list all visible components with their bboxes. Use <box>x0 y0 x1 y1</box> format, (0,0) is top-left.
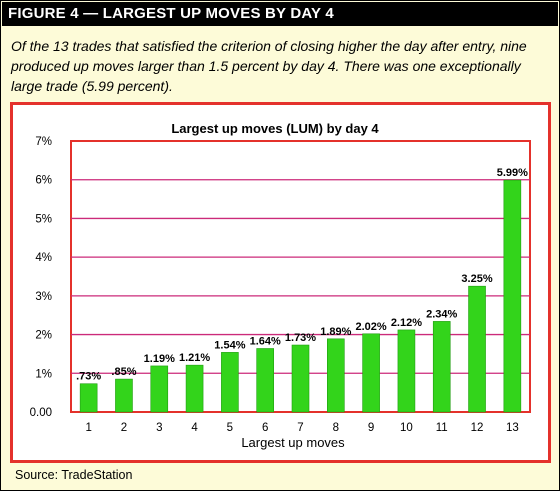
x-tick-label: 8 <box>333 422 339 434</box>
y-axis-ticks: 0.00 1% 2% 3% 4% 5% 6% 7% <box>30 136 52 419</box>
data-label: 1.73% <box>285 332 316 344</box>
bar <box>327 338 345 413</box>
y-tick-label: 2% <box>35 330 52 342</box>
x-tick-label: 3 <box>156 422 162 434</box>
data-label: .73% <box>76 371 101 383</box>
x-axis-label: Largest up moves <box>241 435 345 450</box>
y-tick-label: 0.00 <box>30 407 52 419</box>
bar <box>256 348 274 413</box>
figure-header: FIGURE 4 — LARGEST UP MOVES BY DAY 4 <box>2 2 558 26</box>
y-tick-label: 3% <box>35 291 52 303</box>
x-tick-label: 6 <box>262 422 268 434</box>
data-label: 2.12% <box>391 317 422 329</box>
data-label: 1.89% <box>320 326 351 338</box>
x-tick-label: 13 <box>506 422 519 434</box>
x-tick-label: 4 <box>191 422 198 434</box>
x-tick-label: 2 <box>121 422 127 434</box>
data-label: 5.99% <box>497 167 528 179</box>
figure-caption: Of the 13 trades that satisfied the crit… <box>11 38 527 94</box>
bar <box>468 285 486 413</box>
y-tick-label: 6% <box>35 175 52 187</box>
data-label: 2.34% <box>426 308 457 320</box>
x-tick-label: 1 <box>85 422 91 434</box>
source-note: Source: TradeStation <box>15 468 133 482</box>
bar <box>362 333 380 413</box>
x-tick-label: 10 <box>400 422 413 434</box>
y-tick-label: 1% <box>35 368 52 380</box>
x-tick-label: 11 <box>436 422 448 434</box>
bar <box>432 321 451 413</box>
x-tick-label: 12 <box>471 422 484 434</box>
chart-title: Largest up moves (LUM) by day 4 <box>171 121 379 136</box>
bar <box>150 365 169 413</box>
bar <box>79 383 98 413</box>
data-labels: .73% .85% 1.19% 1.21% 1.54% 1.64% 1.73% 1.89% 2.… <box>76 167 528 383</box>
data-label: 1.54% <box>214 339 245 351</box>
figure-title: FIGURE 4 — LARGEST UP MOVES BY DAY 4 <box>8 5 334 22</box>
bars <box>79 179 522 413</box>
y-tick-label: 4% <box>35 252 52 264</box>
y-tick-label: 5% <box>35 213 52 225</box>
x-tick-label: 7 <box>297 422 303 434</box>
y-tick-label: 7% <box>35 136 52 148</box>
data-label: 1.21% <box>179 352 210 364</box>
bar <box>185 364 204 413</box>
x-tick-label: 9 <box>368 422 374 434</box>
bar <box>221 352 239 413</box>
bar <box>503 179 522 413</box>
data-label: 3.25% <box>461 273 492 285</box>
data-label: 2.02% <box>356 321 387 333</box>
x-tick-label: 5 <box>227 422 233 434</box>
data-label: .85% <box>111 366 136 378</box>
bar <box>291 344 310 413</box>
data-label: 1.64% <box>250 336 281 348</box>
x-axis-ticks: 1 2 3 4 5 6 7 8 9 10 11 12 13 <box>85 422 518 434</box>
bar <box>115 378 133 413</box>
data-label: 1.19% <box>144 353 175 365</box>
bar <box>397 329 416 413</box>
